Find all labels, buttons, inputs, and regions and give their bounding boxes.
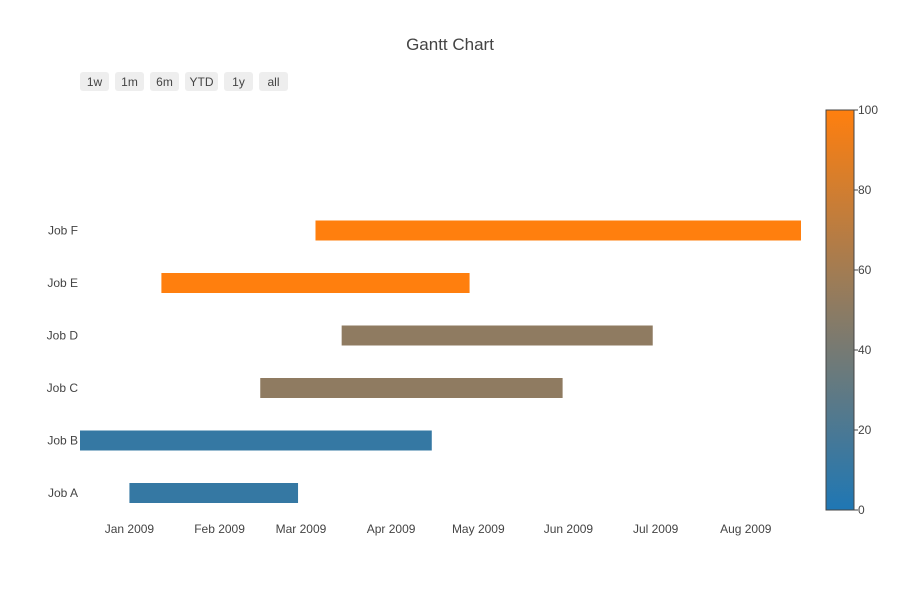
x-axis: Jan 2009 Feb 2009 Mar 2009 Apr 2009 May 2009… [105,522,772,536]
x-tick-label: Jul 2009 [633,522,679,536]
colorbar-tick-label: 100 [858,103,878,117]
gantt-bar-job-e[interactable] [161,273,470,293]
y-axis: Job A Job B Job C Job D Job E Job F [47,224,79,501]
range-button-bg[interactable] [80,72,109,91]
x-tick-label: Feb 2009 [194,522,245,536]
range-selector: 1w 1m 6m YTD 1y all [80,72,288,91]
gantt-bar-job-c[interactable] [260,378,563,398]
x-tick-label: Apr 2009 [367,522,416,536]
y-tick-label: Job A [48,486,78,500]
range-button-ytd[interactable]: YTD [185,72,218,91]
x-tick-label: Jan 2009 [105,522,155,536]
colorbar: 0 20 40 60 80 100 [825,103,878,517]
colorbar-tick-label: 80 [858,183,872,197]
x-tick-label: May 2009 [452,522,505,536]
range-button-6m[interactable]: 6m [150,72,179,91]
x-tick-label: Mar 2009 [276,522,327,536]
range-button-1m[interactable]: 1m [115,72,144,91]
range-button-label[interactable]: 1w [87,75,103,89]
range-button-1w[interactable]: 1w [80,72,109,91]
x-tick-label: Jun 2009 [544,522,594,536]
range-button-1y[interactable]: 1y [224,72,253,91]
y-tick-label: Job C [47,381,79,395]
range-button-label[interactable]: 6m [156,75,173,89]
colorbar-gradient [825,109,855,511]
plot-area [80,220,801,503]
gantt-bar-job-b[interactable] [80,430,432,451]
range-button-label[interactable]: 1m [121,75,138,89]
colorbar-tick-label: 60 [858,263,872,277]
gantt-bar-job-f[interactable] [315,220,801,241]
range-button-bg[interactable] [115,72,144,91]
colorbar-tick-label: 0 [858,503,865,517]
colorbar-tick-label: 40 [858,343,872,357]
gantt-bar-job-d[interactable] [341,325,653,346]
range-button-label[interactable]: YTD [190,75,214,89]
y-tick-label: Job F [48,224,78,238]
range-button-bg[interactable] [150,72,179,91]
gantt-bar-job-a[interactable] [129,483,299,503]
range-button-label[interactable]: all [267,75,279,89]
chart-title: Gantt Chart [406,35,494,54]
colorbar-tick-label: 20 [858,423,872,437]
range-button-bg[interactable] [259,72,288,91]
range-button-bg[interactable] [224,72,253,91]
x-tick-label: Aug 2009 [720,522,772,536]
range-button-bg[interactable] [185,72,218,91]
range-button-label[interactable]: 1y [232,75,245,89]
y-tick-label: Job D [47,329,79,343]
y-tick-label: Job B [47,434,78,448]
range-button-all[interactable]: all [259,72,288,91]
y-tick-label: Job E [47,276,78,290]
